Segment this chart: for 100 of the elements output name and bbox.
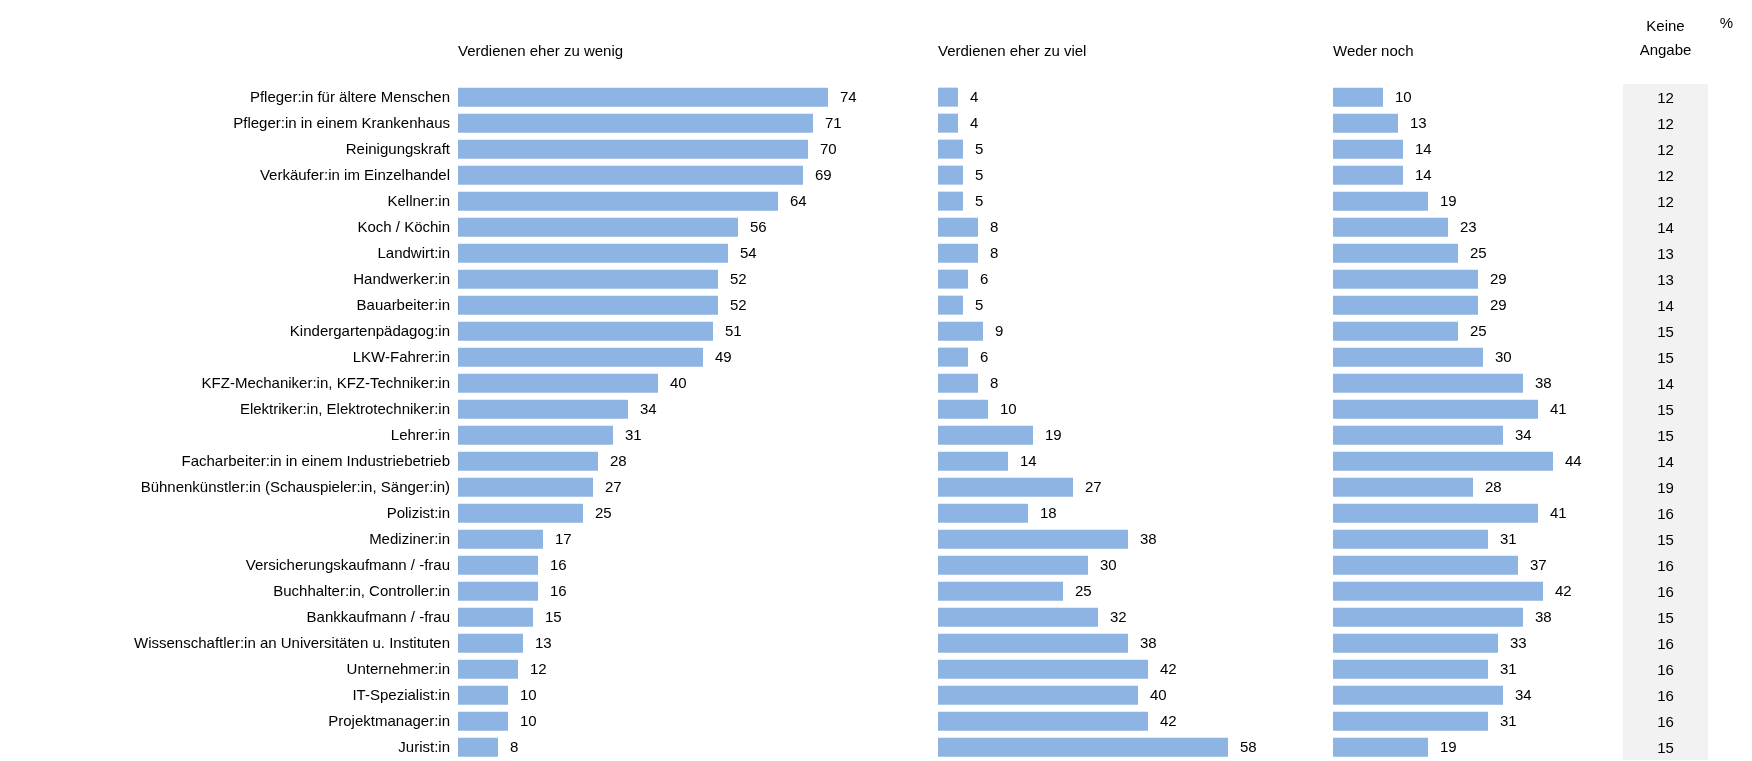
data-label: 15 (545, 608, 562, 626)
y-tick-label: Pfleger:in für ältere Menschen (249, 88, 450, 106)
bar (1333, 659, 1488, 679)
bar (938, 399, 988, 419)
bar (1333, 113, 1398, 133)
data-label: 51 (725, 322, 742, 340)
data-label: 5 (975, 192, 984, 210)
bar (1333, 139, 1403, 159)
data-label: 52 (730, 296, 747, 314)
bar (1333, 373, 1523, 393)
data-label: 25 (1470, 322, 1487, 340)
bar (1333, 399, 1538, 419)
data-label: 15 (1657, 738, 1674, 756)
data-label: 18 (1040, 504, 1057, 522)
bar (458, 165, 803, 185)
data-label: 16 (1657, 660, 1674, 678)
bar (938, 581, 1063, 601)
y-tick-label: Facharbeiter:in in einem Industriebetrieb (181, 452, 450, 470)
y-tick-label: Pfleger:in in einem Krankenhaus (233, 114, 450, 132)
data-label: 33 (1510, 634, 1527, 652)
bar (938, 555, 1088, 575)
data-label: 40 (670, 374, 687, 392)
data-label: 14 (1657, 374, 1674, 392)
y-tick-label: Buchhalter:in, Controller:in (273, 582, 450, 600)
bar (938, 139, 963, 159)
data-label: 10 (520, 686, 537, 704)
bar (938, 321, 983, 341)
bar (458, 607, 533, 627)
bar (458, 373, 658, 393)
y-tick-label: Versicherungskaufmann / -frau (245, 556, 450, 574)
bar (938, 295, 963, 315)
data-label: 31 (1500, 530, 1517, 548)
y-tick-label: LKW-Fahrer:in (352, 348, 450, 366)
bar (938, 217, 978, 237)
data-label: 12 (530, 660, 547, 678)
bar (1333, 217, 1448, 237)
data-label: 16 (1657, 504, 1674, 522)
y-tick-label: Kellner:in (387, 192, 450, 210)
bar (1333, 737, 1428, 757)
bar (938, 269, 968, 289)
data-label: 15 (1657, 322, 1674, 340)
bar (938, 347, 968, 367)
data-label: 12 (1657, 140, 1674, 158)
data-label: 8 (990, 374, 999, 392)
data-label: 13 (535, 634, 552, 652)
bar (1333, 607, 1523, 627)
bar (458, 581, 538, 601)
bar (938, 243, 978, 263)
bar (938, 737, 1228, 757)
data-label: 27 (1085, 478, 1102, 496)
data-label: 38 (1535, 608, 1552, 626)
bar (938, 659, 1148, 679)
bar (938, 607, 1098, 627)
bar (458, 139, 808, 159)
data-label: 14 (1415, 140, 1432, 158)
bar (1333, 633, 1498, 653)
y-tick-label: KFZ-Mechaniker:in, KFZ-Techniker:in (201, 374, 450, 392)
bar (1333, 529, 1488, 549)
bar (938, 503, 1028, 523)
bar (458, 503, 583, 523)
data-label: 16 (550, 582, 567, 600)
data-label: 13 (1657, 270, 1674, 288)
data-label: 44 (1565, 452, 1582, 470)
data-label: 70 (820, 140, 837, 158)
bar (458, 243, 728, 263)
data-label: 29 (1490, 270, 1507, 288)
data-label: 14 (1657, 218, 1674, 236)
data-label: 38 (1140, 530, 1157, 548)
data-label: 34 (1515, 426, 1532, 444)
data-label: 28 (610, 452, 627, 470)
data-label: 16 (550, 556, 567, 574)
data-label: 6 (980, 270, 989, 288)
data-label: 40 (1150, 686, 1167, 704)
data-label: 6 (980, 348, 989, 366)
bar (458, 191, 778, 211)
y-tick-label: Bankkaufmann / -frau (306, 608, 450, 626)
data-label: 41 (1550, 504, 1567, 522)
data-label: 19 (1440, 192, 1457, 210)
bar (938, 373, 978, 393)
data-label: 15 (1657, 426, 1674, 444)
y-tick-label: Wissenschaftler:in an Universitäten u. Instituten (134, 634, 450, 652)
data-label: 14 (1415, 166, 1432, 184)
bar (938, 191, 963, 211)
y-tick-label: Lehrer:in (390, 426, 450, 444)
data-label: 32 (1110, 608, 1127, 626)
data-label: 42 (1160, 712, 1177, 730)
y-tick-label: Polizist:in (386, 504, 450, 522)
data-label: 64 (790, 192, 807, 210)
bar (938, 87, 958, 107)
y-tick-label: Unternehmer:in (346, 660, 450, 678)
bar (458, 555, 538, 575)
bar (458, 321, 713, 341)
data-label: 28 (1485, 478, 1502, 496)
data-label: 10 (520, 712, 537, 730)
data-label: 10 (1395, 88, 1412, 106)
bar (458, 217, 738, 237)
bar (938, 165, 963, 185)
data-label: 12 (1657, 88, 1674, 106)
data-label: 14 (1020, 452, 1037, 470)
y-tick-label: Reinigungskraft (345, 140, 451, 158)
